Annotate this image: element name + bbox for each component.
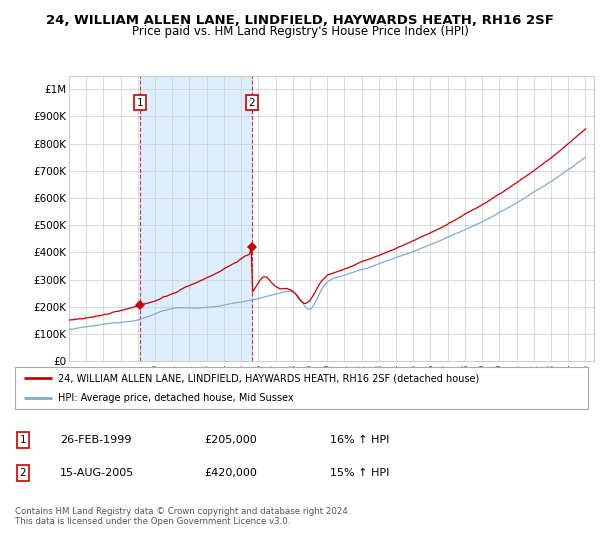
Text: HPI: Average price, detached house, Mid Sussex: HPI: Average price, detached house, Mid …: [58, 393, 293, 403]
Text: 1: 1: [137, 98, 143, 108]
Bar: [140, 76, 252, 361]
Text: £420,000: £420,000: [204, 468, 257, 478]
Text: 2: 2: [19, 468, 26, 478]
Text: 24, WILLIAM ALLEN LANE, LINDFIELD, HAYWARDS HEATH, RH16 2SF (detached house): 24, WILLIAM ALLEN LANE, LINDFIELD, HAYWA…: [58, 373, 479, 383]
Text: Contains HM Land Registry data © Crown copyright and database right 2024.
This d: Contains HM Land Registry data © Crown c…: [15, 507, 350, 526]
Text: Price paid vs. HM Land Registry's House Price Index (HPI): Price paid vs. HM Land Registry's House …: [131, 25, 469, 38]
Text: 15% ↑ HPI: 15% ↑ HPI: [330, 468, 389, 478]
Text: 26-FEB-1999: 26-FEB-1999: [60, 435, 131, 445]
Text: 15-AUG-2005: 15-AUG-2005: [60, 468, 134, 478]
Text: 1: 1: [19, 435, 26, 445]
Text: 16% ↑ HPI: 16% ↑ HPI: [330, 435, 389, 445]
Text: 2: 2: [248, 98, 255, 108]
Text: £205,000: £205,000: [204, 435, 257, 445]
Text: 24, WILLIAM ALLEN LANE, LINDFIELD, HAYWARDS HEATH, RH16 2SF: 24, WILLIAM ALLEN LANE, LINDFIELD, HAYWA…: [46, 14, 554, 27]
